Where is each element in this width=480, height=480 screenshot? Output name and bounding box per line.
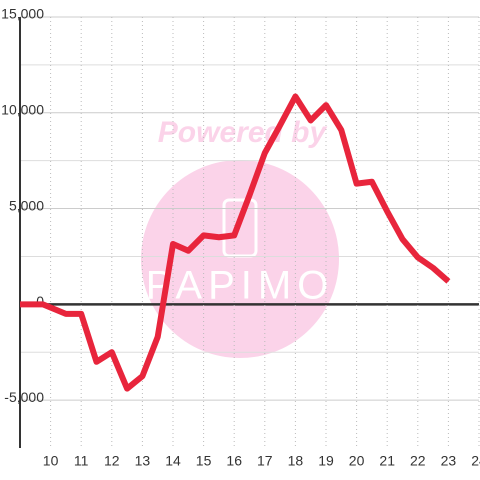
y-tick-label: 0 [36,293,44,309]
x-tick-label: 10 [43,453,59,469]
x-tick-label: 17 [257,453,273,469]
y-tick-label: 10,000 [1,101,44,117]
x-tick-label: 18 [288,453,304,469]
x-tick-label: 11 [74,453,89,469]
x-tick-label: 21 [379,453,395,469]
watermark-circle [141,160,339,358]
watermark: Powered by PAPIMO [141,116,339,358]
watermark-text: Powered by [158,116,328,149]
y-tick-label: 15,000 [1,6,44,22]
x-tick-label: 16 [226,453,242,469]
x-tick-label: 14 [165,453,181,469]
line [20,93,451,392]
x-tick-label: 24 [471,453,480,469]
x-tick-label: 19 [318,453,334,469]
y-tick-label: 5,000 [9,197,44,213]
x-tick-label: 15 [196,453,212,469]
watermark-logo: PAPIMO [146,264,335,308]
x-tick-label: 20 [349,453,365,469]
x-tick-label: 13 [135,453,151,469]
x-tick-label: 12 [104,453,120,469]
x-tick-label: 23 [441,453,457,469]
x-tick-label: 22 [410,453,426,469]
y-tick-label: -5,000 [4,389,44,405]
